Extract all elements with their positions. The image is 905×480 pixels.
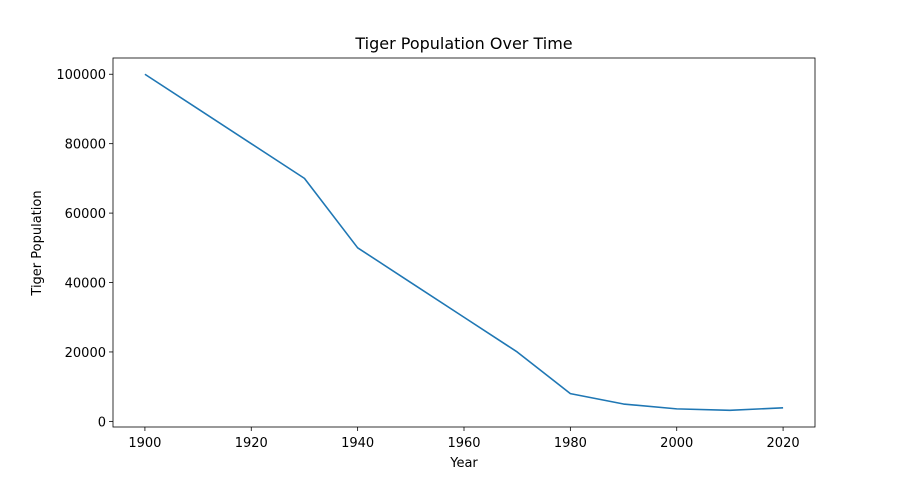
x-tick-label: 1900 [128, 436, 161, 451]
y-tick-label: 60000 [65, 207, 106, 222]
y-tick-label: 80000 [65, 138, 106, 153]
y-tick-label: 100000 [56, 68, 106, 83]
x-tick-label: 2020 [767, 436, 800, 451]
x-tick-label: 2000 [660, 436, 693, 451]
tiger-population-line [144, 73, 784, 412]
y-axis-label: Tiger Population [30, 190, 45, 296]
y-axis: 0 20000 40000 60000 80000 100000 [56, 68, 113, 430]
y-tick-label: 40000 [65, 277, 106, 292]
x-tick-label: 1940 [341, 436, 374, 451]
x-tick-label: 1960 [447, 436, 480, 451]
y-tick-label: 0 [98, 415, 106, 430]
x-tick-label: 1920 [235, 436, 268, 451]
chart-title: Tiger Population Over Time [354, 34, 572, 53]
x-tick-label: 1980 [554, 436, 587, 451]
x-axis-label: Year [449, 456, 478, 471]
x-axis: 1900 1920 1940 1960 1980 2000 2020 [128, 427, 800, 451]
y-tick-label: 20000 [65, 346, 106, 361]
plot-area-frame [112, 57, 816, 428]
